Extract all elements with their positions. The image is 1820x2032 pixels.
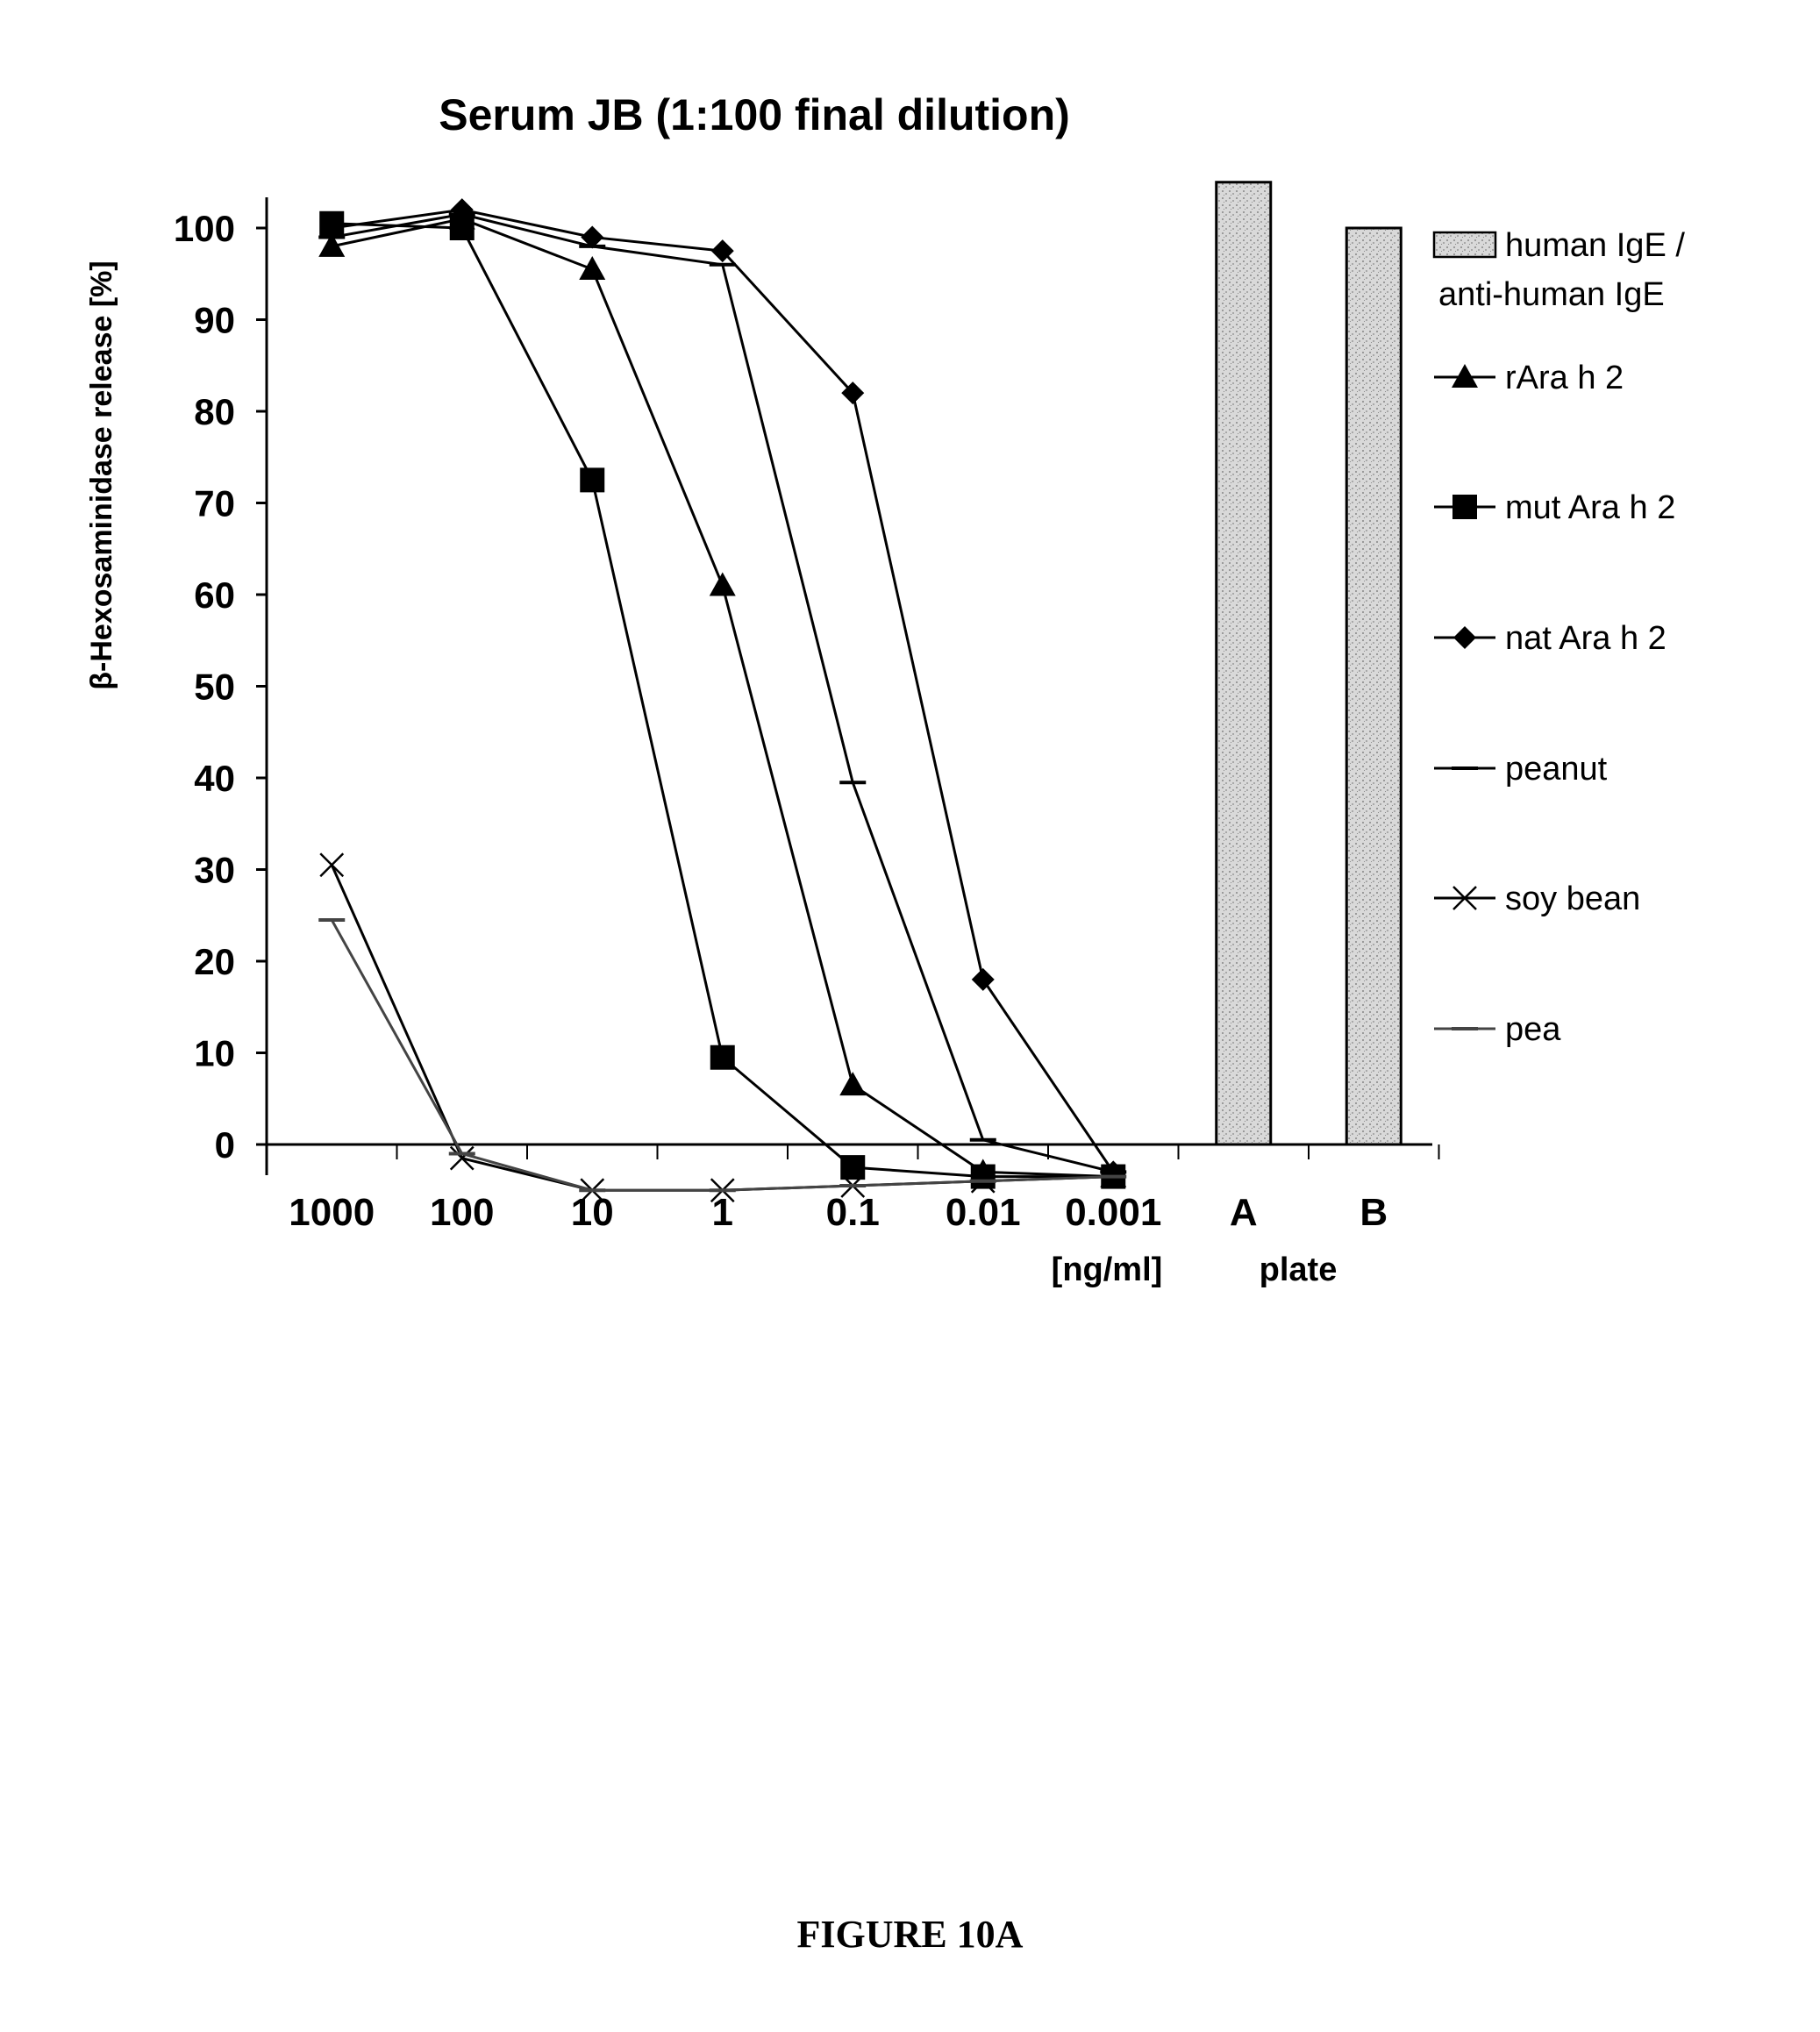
y-tick-label: 40: [194, 758, 235, 799]
x-tick-label: 0.001: [1065, 1191, 1161, 1234]
series-mut-ara-h-2: [319, 211, 1125, 1189]
legend-marker: [1453, 626, 1476, 649]
series-soy-bean: [320, 853, 1124, 1201]
y-tick-label: 80: [194, 391, 235, 432]
legend-marker: [1452, 495, 1477, 519]
legend: human IgE / anti-human IgE rAra h 2 mut Ara…: [1434, 227, 1685, 1048]
y-ticks: 0 10 20 30 40 50 60 70 80 90 100: [174, 208, 267, 1166]
data-point: [839, 1072, 866, 1095]
legend-entry: mut Ara h 2: [1434, 489, 1675, 526]
y-tick-label: 90: [194, 300, 235, 341]
bar-category-label: B: [1360, 1191, 1388, 1234]
legend-label: nat Ara h 2: [1505, 620, 1667, 657]
plate-label: plate: [1260, 1251, 1338, 1288]
data-point: [579, 256, 605, 280]
y-tick-label: 0: [215, 1124, 235, 1166]
legend-label-bars: anti-human IgE: [1438, 276, 1665, 313]
legend-entry: peanut: [1434, 751, 1608, 788]
legend-swatch-bars: [1434, 232, 1495, 257]
x-tick-label: 0.01: [946, 1191, 1021, 1234]
data-point: [710, 1045, 735, 1070]
y-tick-label: 70: [194, 483, 235, 524]
y-tick-label: 20: [194, 941, 235, 982]
series-lines: [318, 198, 1126, 1201]
legend-label: peanut: [1505, 751, 1608, 788]
bars: [1217, 182, 1402, 1144]
chart-title: Serum JB (1:100 final dilution): [439, 90, 1070, 139]
legend-entry: pea: [1434, 1011, 1561, 1048]
legend-entry: nat Ara h 2: [1434, 620, 1667, 657]
series-line: [332, 210, 1113, 1172]
y-axis-label: β-Hexosaminidase release [%]: [85, 260, 118, 689]
x-tick-label: 10: [571, 1191, 614, 1234]
legend-entry: soy bean: [1434, 881, 1640, 917]
x-tick-label: 100: [430, 1191, 494, 1234]
series-nat-ara-h-2: [320, 198, 1124, 1183]
series-rara-h-2: [318, 206, 1126, 1187]
x-unit-label: [ng/ml]: [1052, 1251, 1163, 1288]
series-line: [332, 214, 1113, 1172]
bar-B: [1346, 228, 1401, 1144]
y-tick-label: 60: [194, 574, 235, 616]
series-line: [332, 219, 1113, 1177]
legend-label: soy bean: [1505, 881, 1640, 917]
data-point: [451, 1147, 474, 1170]
y-tick-label: 10: [194, 1033, 235, 1074]
data-point: [972, 968, 995, 991]
series-peanut: [318, 214, 1126, 1172]
y-tick-label: 100: [174, 208, 235, 249]
data-point: [971, 1165, 996, 1189]
y-tick-label: 30: [194, 850, 235, 891]
bar-category-label: A: [1230, 1191, 1258, 1234]
x-tick-label: 0.1: [826, 1191, 880, 1234]
legend-label: mut Ara h 2: [1505, 489, 1675, 526]
series-line: [332, 224, 1113, 1177]
data-point: [320, 853, 343, 876]
data-point: [580, 467, 604, 492]
x-tick-label: 1000: [289, 1191, 375, 1234]
legend-label: rAra h 2: [1505, 360, 1624, 396]
legend-label: pea: [1505, 1011, 1561, 1048]
y-tick-label: 50: [194, 667, 235, 708]
figure-caption: FIGURE 10A: [0, 1912, 1820, 1957]
data-point: [710, 573, 736, 596]
bar-A: [1217, 182, 1271, 1144]
legend-label-bars: human IgE /: [1505, 227, 1685, 264]
legend-entry: rAra h 2: [1434, 360, 1624, 396]
